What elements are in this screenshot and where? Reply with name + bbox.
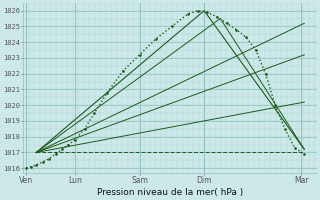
X-axis label: Pression niveau de la mer( hPa ): Pression niveau de la mer( hPa ) bbox=[97, 188, 244, 197]
